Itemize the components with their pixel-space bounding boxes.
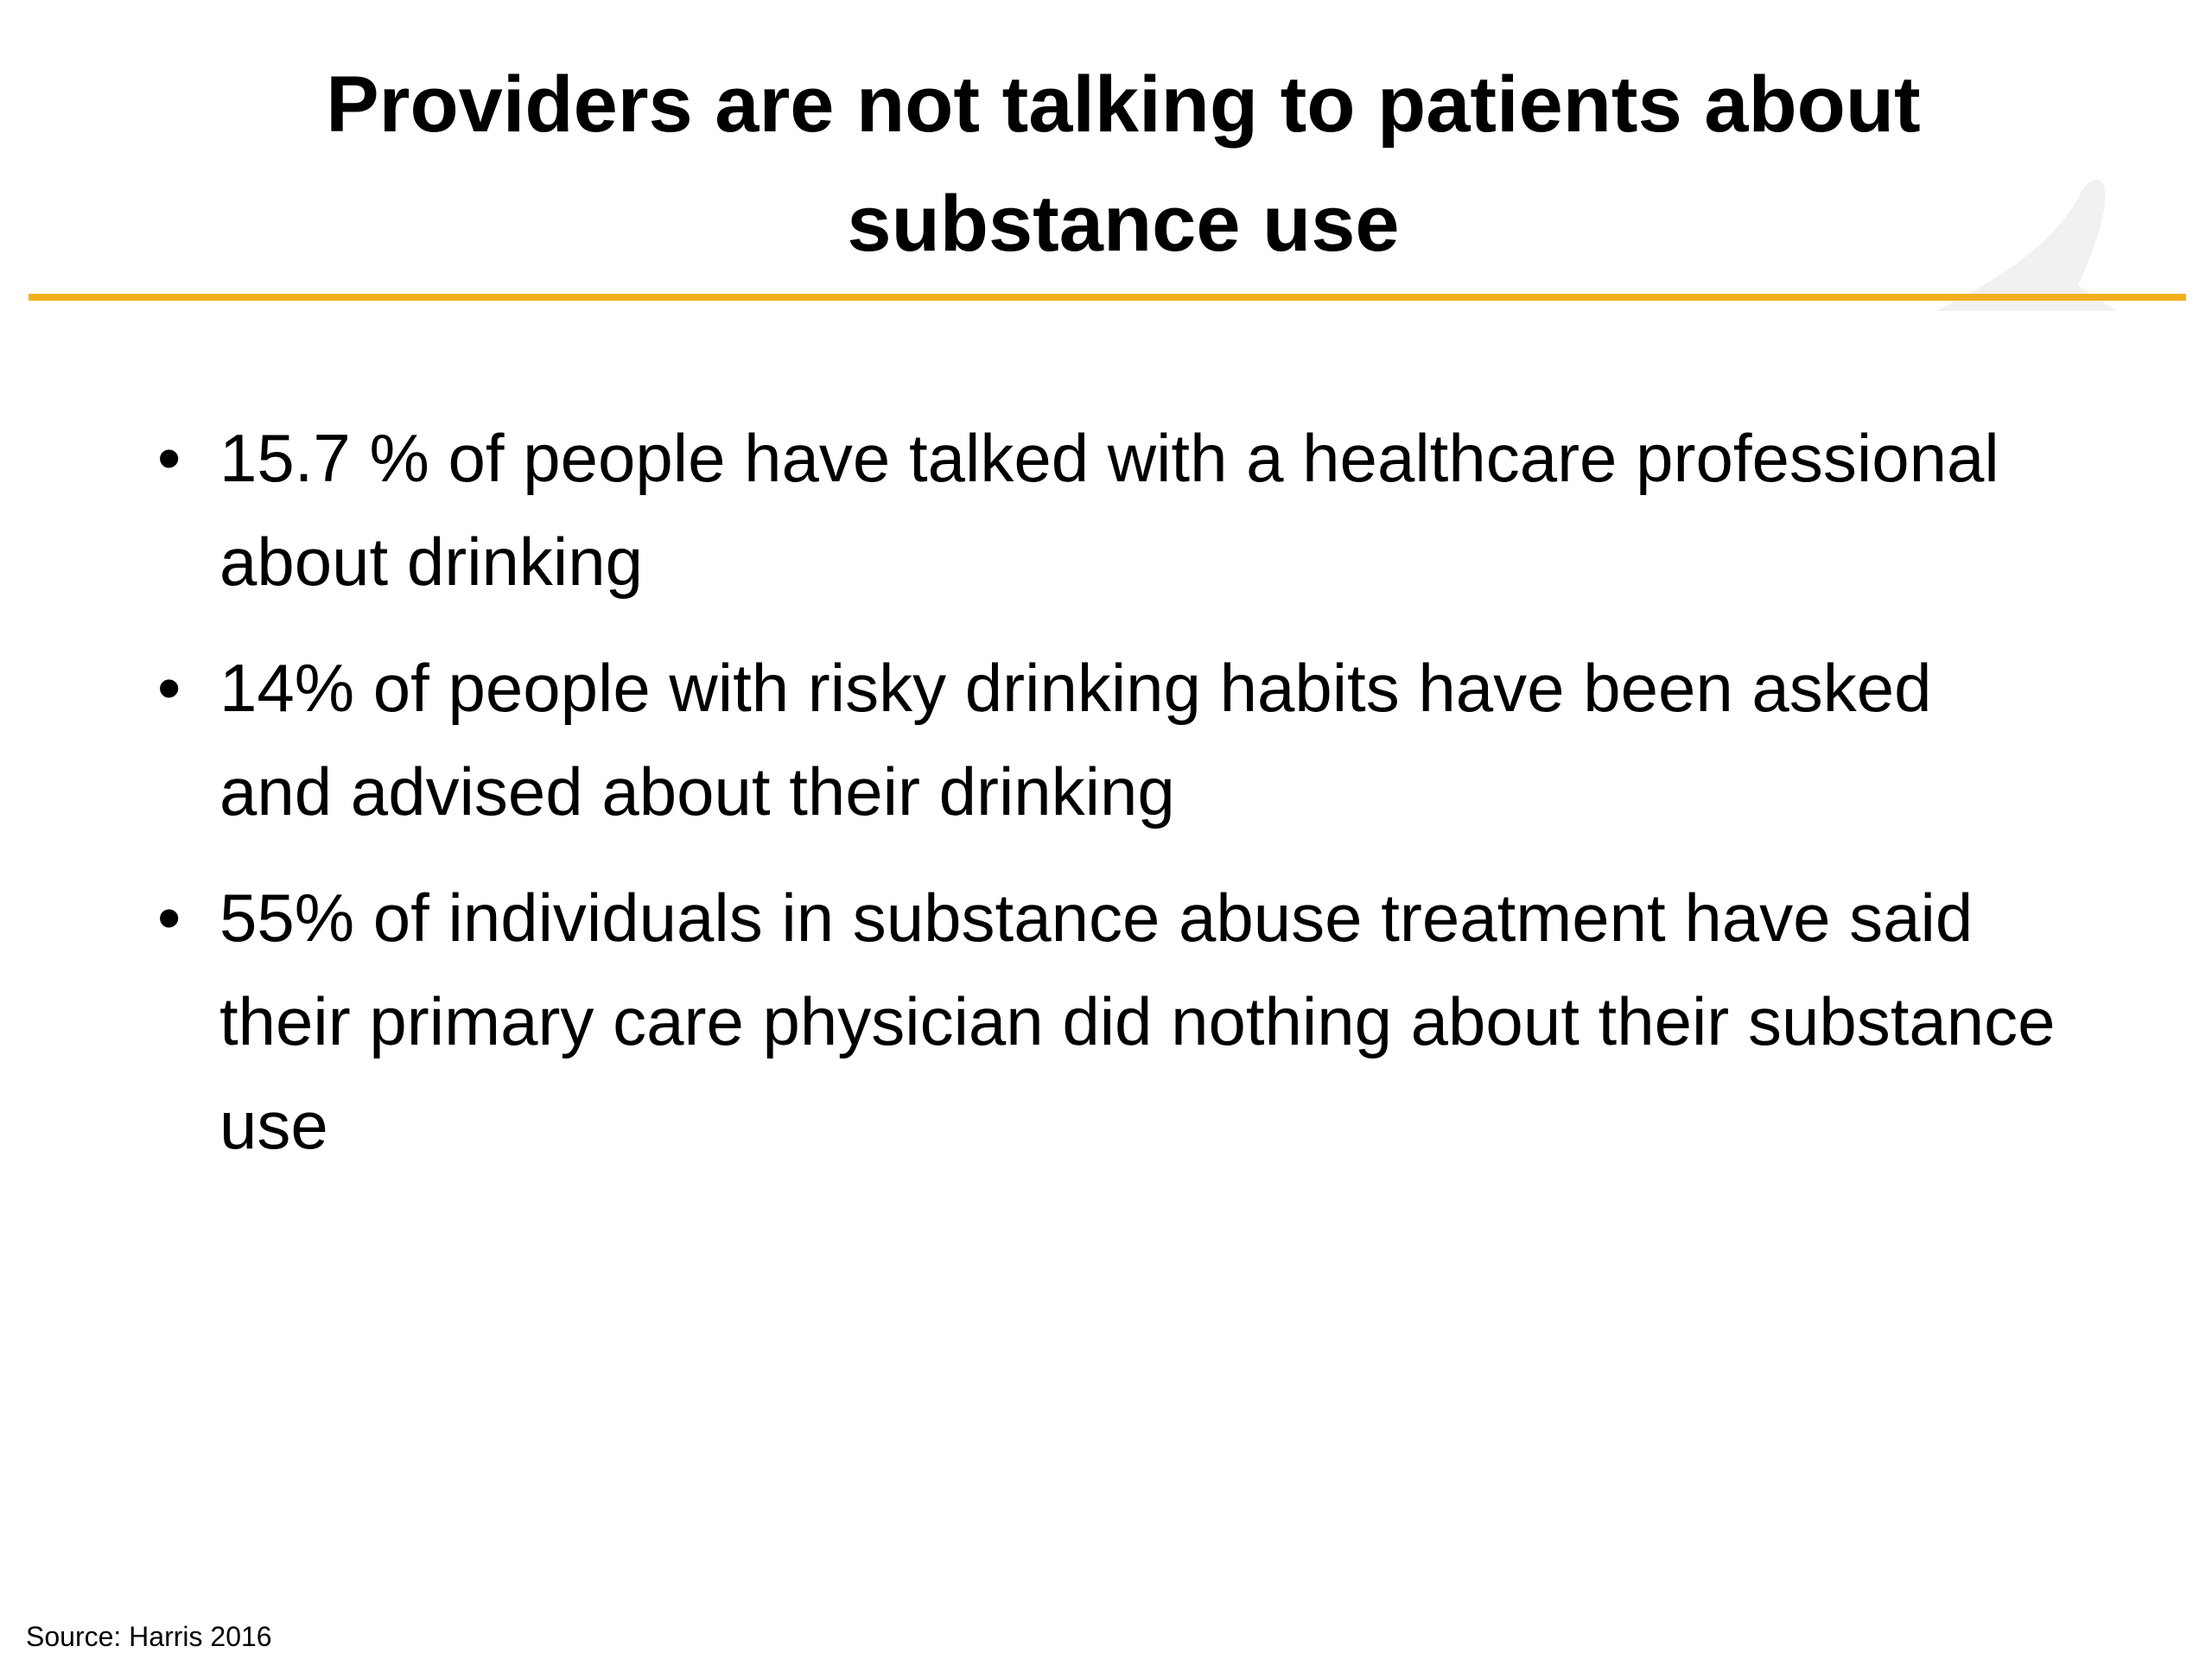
bullet-dot: • <box>157 650 181 726</box>
bullet-item: • 15.7 % of people have talked with a hea… <box>157 406 2058 613</box>
bullet-dot: • <box>157 420 181 496</box>
source-note: Source: Harris 2016 <box>26 1621 272 1652</box>
bullet-item: • 55% of individuals in substance abuse t… <box>157 866 2058 1177</box>
bullet-text: 15.7 % of people have talked with a heal… <box>219 420 1999 600</box>
slide-title: Providers are not talking to patients ab… <box>326 60 1921 268</box>
bullet-list: • 15.7 % of people have talked with a hea… <box>157 406 2058 1199</box>
bullet-text: 55% of individuals in substance abuse tr… <box>219 880 2056 1163</box>
bullet-item: • 14% of people with risky drinking habit… <box>157 636 2058 843</box>
bullet-dot: • <box>157 880 181 956</box>
bullet-text: 14% of people with risky drinking habits… <box>219 650 1932 830</box>
title-rule <box>29 294 2186 301</box>
decoration <box>1936 179 2117 311</box>
